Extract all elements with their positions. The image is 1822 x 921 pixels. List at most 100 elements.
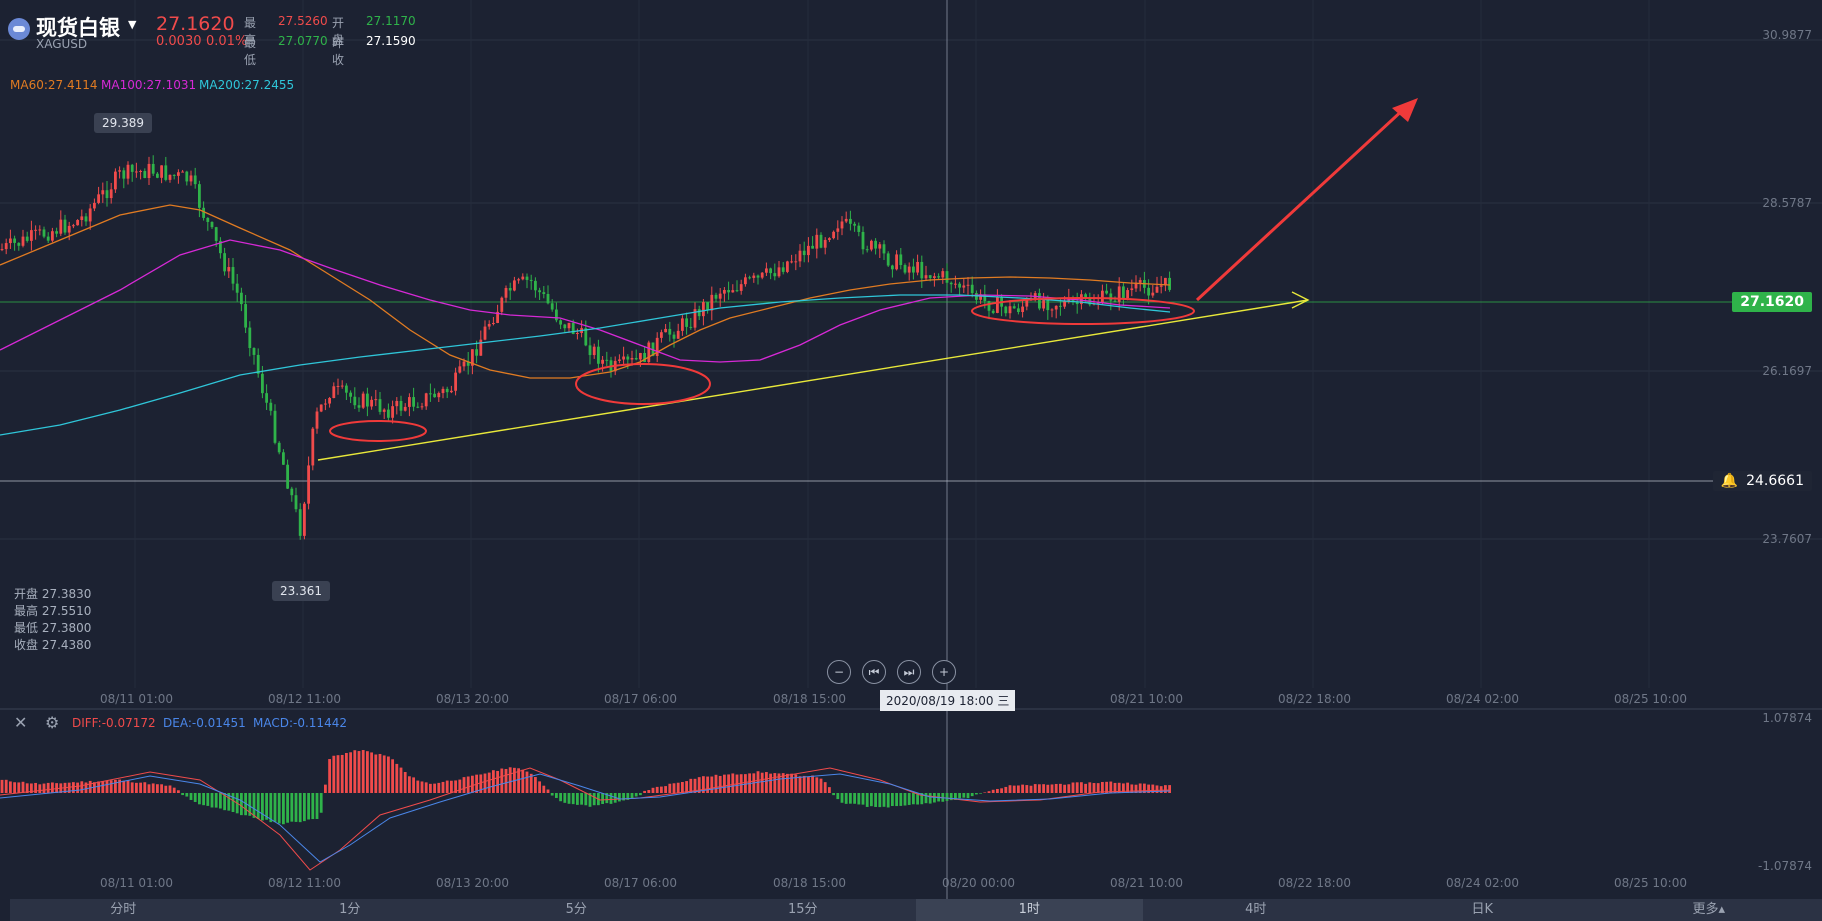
macd-diff-line [0,767,1171,871]
candle-body [769,268,772,274]
macd-bar [891,793,894,807]
candle-body [668,328,672,335]
macd-bar [1147,784,1150,793]
macd-bar [563,793,567,803]
candle-body [67,225,71,233]
macd-bar [4,779,8,793]
candle-body [618,359,621,361]
macd-bar [786,773,789,793]
macd-bar [870,793,873,807]
candle-body [63,219,67,233]
candle-body [1138,280,1142,283]
macd-bar [34,782,37,793]
candle-body [1155,286,1159,293]
zoom-out-button[interactable]: − [827,660,851,684]
macd-bar [420,781,424,793]
macd-bar [954,793,957,800]
scroll-start-button[interactable]: ⏮ [862,660,886,684]
macd-bar [979,793,982,794]
tab-more[interactable]: 更多▴ [1692,902,1726,917]
tab-fenshi[interactable]: 分时 [110,902,137,917]
symbol-name[interactable]: 现货白银 [36,16,120,40]
ma60-legend: MA60:27.4114 [10,78,98,92]
macd-bar [1155,785,1159,793]
time-axis-label: 08/22 18:00 [1278,692,1351,706]
macd-bar [710,776,714,793]
candle-body [235,283,239,293]
candle-body [655,337,659,356]
zoom-in-button[interactable]: + [932,660,956,684]
macd-bar [790,773,793,793]
macd-bar [538,781,541,793]
macd-bar [802,775,806,793]
scroll-end-button[interactable]: ⏭ [897,660,921,684]
candle-body [840,221,844,229]
tab-4hour[interactable]: 4时 [1245,902,1267,917]
macd-time-axis-label: 08/11 01:00 [100,876,173,890]
candle-body [1017,308,1020,313]
bell-icon[interactable]: 🔔 [1720,473,1739,489]
candle-body [101,190,105,195]
macd-bar [928,793,932,804]
candle-body [744,277,747,285]
candle-body [513,280,516,291]
tab-15min[interactable]: 15分 [787,902,818,917]
macd-bar [193,793,197,802]
macd-bar [118,779,121,793]
macd-bar [685,781,688,793]
macd-bar [857,793,861,805]
candle-body [198,184,201,208]
settings-gear-icon[interactable]: ⚙ [45,713,60,732]
macd-bar [219,793,222,809]
cursor-open: 开盘 27.3830 [14,587,92,601]
macd-bar [458,779,462,793]
close-icon[interactable]: ✕ [14,713,28,732]
candle-body [870,240,873,250]
macd-bar [366,751,369,793]
candle-body [0,249,4,251]
macd-time-axis-label: 08/25 10:00 [1614,876,1687,890]
candle-body [349,392,352,397]
candle-body [983,294,987,302]
macd-bar [849,793,852,804]
tab-1hour[interactable]: 1时 [916,899,1143,921]
candle-body [387,409,390,418]
time-axis-label: 08/12 11:00 [268,692,341,706]
macd-bar [9,781,12,793]
candle-body [777,267,781,277]
candle-body [282,452,285,465]
red-ellipse [575,363,711,405]
candle-body [903,265,907,273]
macd-value-legend: MACD:-0.11442 [253,716,347,730]
candle-body [298,509,302,536]
macd-bar [592,793,596,806]
tab-5min[interactable]: 5分 [565,902,587,917]
tab-daily[interactable]: 日K [1471,902,1494,917]
macd-bar [1021,784,1024,793]
ma100-legend: MA100:27.1031 [101,78,197,92]
candle-body [105,190,109,199]
candle-body [647,342,651,363]
candle-body [1126,290,1129,299]
candle-body [844,218,848,222]
alert-price-tag[interactable]: 🔔 24.6661 [1712,471,1812,491]
macd-bar [391,759,394,793]
macd-bar [109,780,113,793]
macd-bar [214,793,218,808]
max-price-label: 29.389 [94,113,152,133]
macd-bar [25,783,29,793]
tab-1min[interactable]: 1分 [339,902,361,917]
grid-layer [0,0,1822,899]
candle-body [1168,277,1171,290]
candle-body [962,285,966,288]
chevron-down-icon[interactable]: ▼ [128,18,137,31]
macd-bar [198,793,201,805]
candle-body [445,388,449,393]
macd-bar [496,770,499,793]
candle-body [441,388,445,394]
drawing-layer [317,98,1418,461]
macd-bar [912,793,915,805]
candle-body [424,393,428,407]
